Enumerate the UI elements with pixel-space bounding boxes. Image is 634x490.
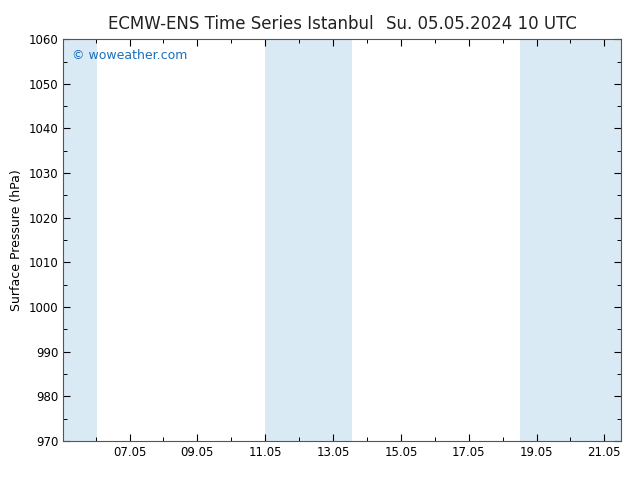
Text: ECMW-ENS Time Series Istanbul: ECMW-ENS Time Series Istanbul bbox=[108, 15, 373, 33]
Bar bbox=[63, 39, 97, 441]
Bar bbox=[520, 39, 553, 441]
Bar bbox=[299, 39, 352, 441]
Text: Su. 05.05.2024 10 UTC: Su. 05.05.2024 10 UTC bbox=[386, 15, 578, 33]
Y-axis label: Surface Pressure (hPa): Surface Pressure (hPa) bbox=[10, 169, 23, 311]
Text: © woweather.com: © woweather.com bbox=[72, 49, 187, 62]
Bar bbox=[265, 39, 299, 441]
Bar bbox=[553, 39, 621, 441]
